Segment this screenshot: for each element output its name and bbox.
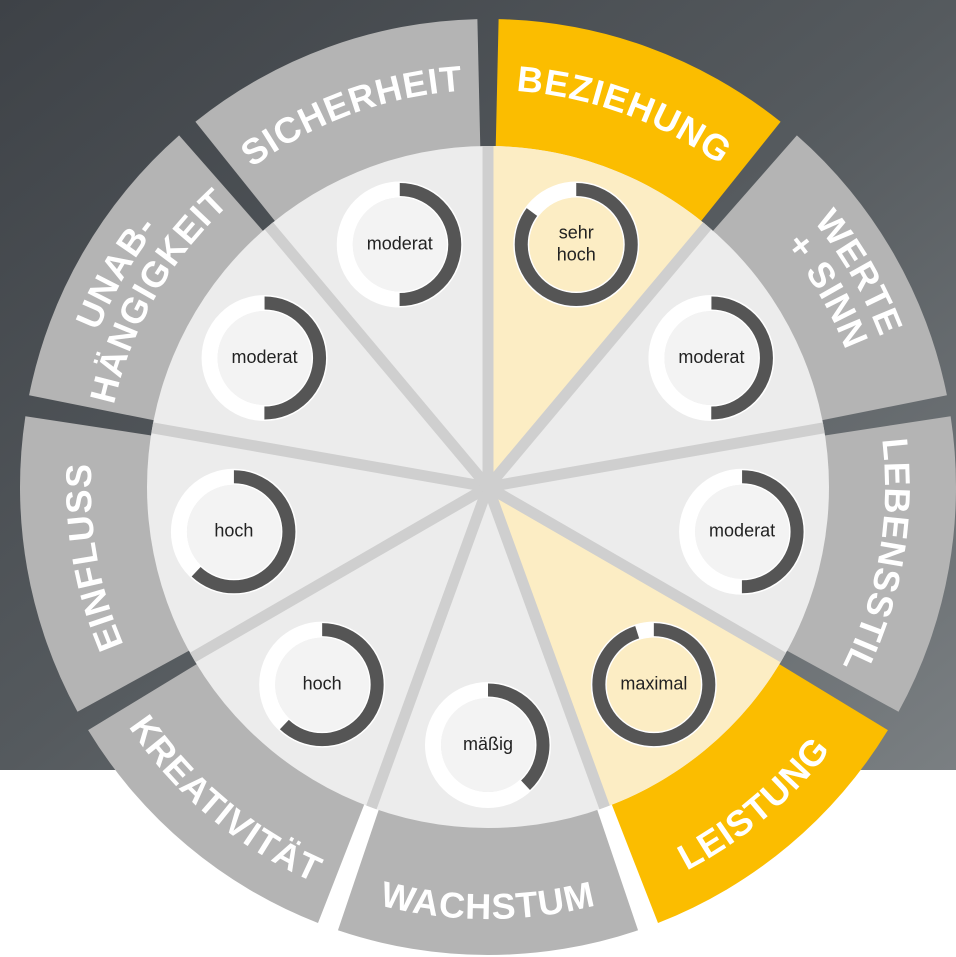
- gauge-arc: [592, 623, 716, 747]
- divider: [487, 422, 825, 493]
- gauge-arc: [260, 623, 384, 747]
- divider: [189, 482, 491, 663]
- level-text: moderat: [709, 521, 775, 541]
- gauge-center: [441, 698, 535, 792]
- gauge-arc: [680, 470, 804, 594]
- level-text: sehr: [559, 222, 594, 242]
- level-text: moderat: [232, 347, 298, 367]
- divider: [485, 482, 787, 663]
- divider: [482, 485, 610, 810]
- gauge-arc: [649, 296, 773, 420]
- gauge-arc: [514, 183, 638, 307]
- gauge-center: [275, 637, 370, 732]
- divider: [483, 222, 712, 491]
- level-text: moderat: [367, 233, 433, 253]
- level-text: moderat: [678, 347, 744, 367]
- gauge-center: [186, 484, 281, 579]
- gauge-center: [664, 311, 759, 405]
- divider: [264, 222, 493, 491]
- gauge-center: [695, 484, 790, 579]
- gauge-arc: [426, 683, 550, 807]
- level-text: maximal: [620, 673, 687, 693]
- gauge-center: [352, 197, 447, 292]
- gauge-arc: [203, 296, 327, 420]
- level-text: hoch: [557, 244, 596, 264]
- gauge-center: [217, 311, 312, 405]
- gauge-arc: [338, 183, 462, 307]
- level-text: mäßig: [463, 734, 513, 754]
- gauge-arc: [172, 470, 296, 594]
- divider: [151, 422, 489, 493]
- level-text: hoch: [214, 521, 253, 541]
- divider: [366, 485, 494, 810]
- level-text: hoch: [303, 673, 342, 693]
- gauge-center: [606, 637, 701, 732]
- gauge-center: [529, 197, 624, 292]
